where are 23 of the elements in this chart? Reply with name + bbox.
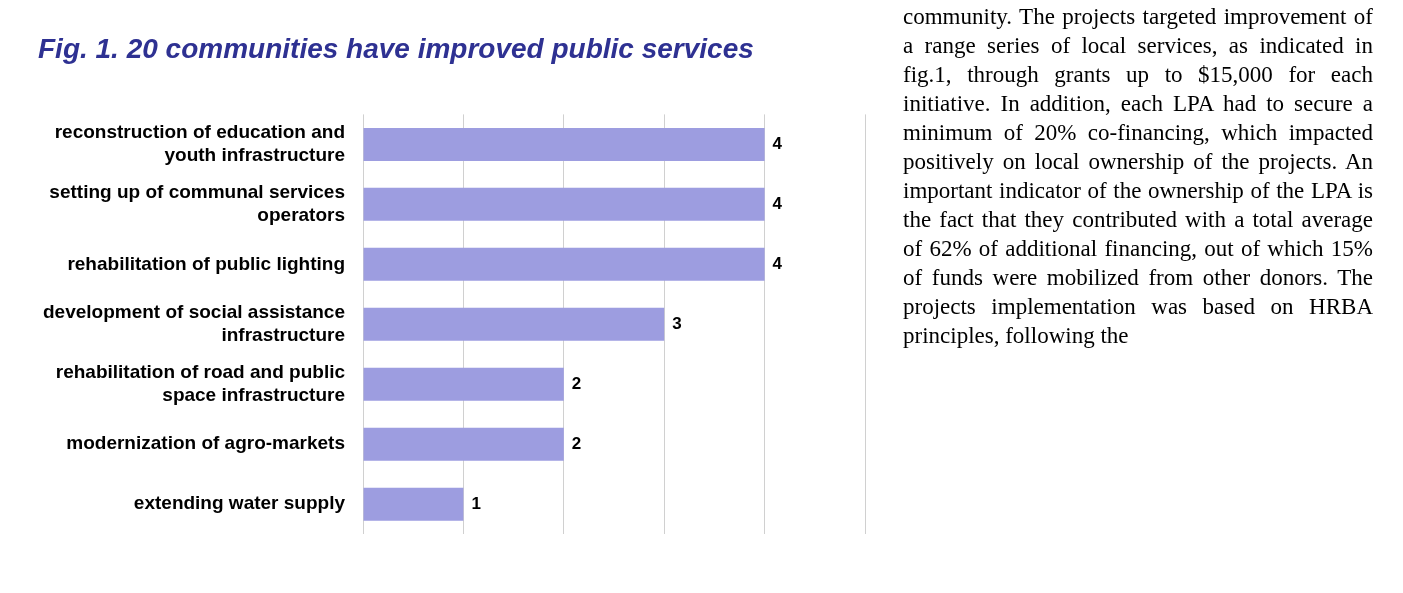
bar (363, 367, 564, 401)
bar (363, 187, 765, 221)
data-label: 4 (772, 254, 783, 274)
y-tick-label: rehabilitation of road and public space infrastructure (55, 361, 346, 405)
bar (363, 487, 464, 521)
bar (363, 247, 765, 281)
bar (363, 127, 765, 161)
y-tick-label: extending water supply (133, 492, 346, 514)
y-tick-label: rehabilitation of public lighting (67, 252, 346, 274)
bar (363, 427, 564, 461)
data-label: 3 (672, 313, 682, 333)
y-tick-label: reconstruction of education and youth infrastructure (54, 121, 346, 166)
data-label: 4 (772, 194, 783, 214)
y-tick-label: modernization of agro-markets (66, 432, 346, 454)
text: community. The projects targeted improvement of a range series of local services, as indicated in fig.1, through grants up to $15,000 for each initiative. In addition, each LPA had to secure a minimum of 20% co-financing, which impacted positively on local ownership of the projects. An important indicator of the ownership of the LPA is the fact that they contributed with a total average of 62% of additional financing, out of which 15% of funds were mobilized from other donors. The projects implementation was based on HRBA principles, following the (903, 4, 1373, 348)
data-label: 2 (571, 433, 582, 453)
y-tick-label: setting up of communal services operators (49, 181, 346, 225)
bar (363, 307, 665, 341)
y-tick-label: development of social assistance infrastructure (42, 301, 346, 345)
data-label: 2 (571, 373, 582, 393)
data-label: 1 (471, 493, 481, 513)
chart-title: Fig. 1. 20 communities have improved public services (38, 33, 754, 65)
data-label: 4 (772, 134, 783, 154)
